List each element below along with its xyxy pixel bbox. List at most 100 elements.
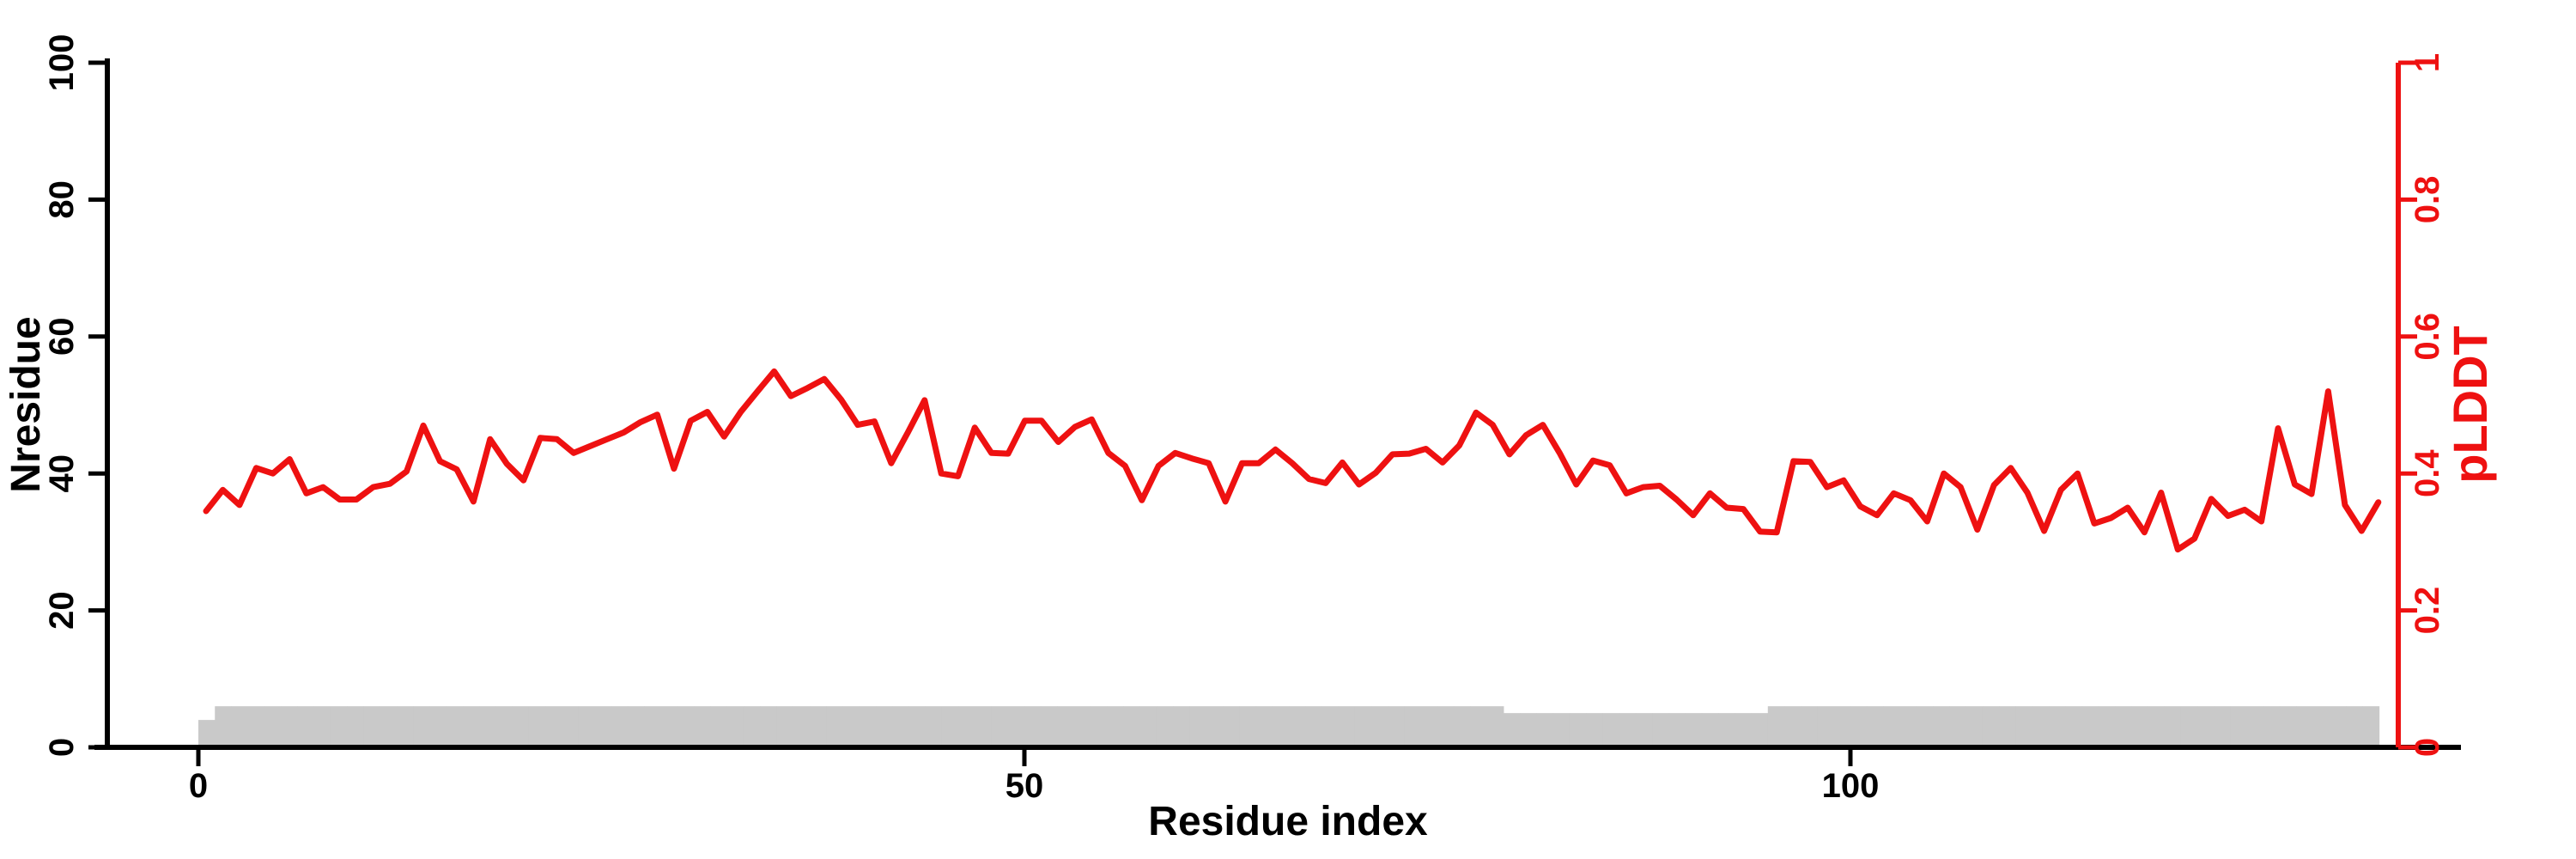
nresidue-bar xyxy=(2280,706,2297,747)
nresidue-bar xyxy=(2346,706,2363,747)
plddt-polyline xyxy=(203,368,2382,553)
nresidue-bar xyxy=(975,706,993,747)
nresidue-bar xyxy=(1635,713,1653,747)
nresidue-bar xyxy=(347,706,364,747)
nresidue-bar xyxy=(793,706,811,747)
nresidue-bar xyxy=(1867,706,1884,747)
nresidue-bar xyxy=(380,706,398,747)
nresidue-bar xyxy=(644,706,662,747)
nresidue-bar xyxy=(1057,706,1075,747)
nresidue-bar xyxy=(1041,706,1058,747)
nresidue-bar xyxy=(1899,706,1917,747)
nresidue-bar xyxy=(1883,706,1901,747)
nresidue-bar xyxy=(2362,706,2380,747)
nresidue-bar xyxy=(2131,706,2148,747)
nresidue-bar xyxy=(2048,706,2066,747)
nresidue-bar xyxy=(2296,706,2314,747)
nresidue-bar xyxy=(1388,706,1406,747)
nresidue-bar xyxy=(776,706,794,747)
nresidue-bars xyxy=(198,706,2380,747)
nresidue-bar xyxy=(908,706,927,747)
nresidue-bar xyxy=(363,706,381,747)
nresidue-bar xyxy=(2329,706,2347,747)
left-tick-label: 60 xyxy=(43,318,81,356)
nresidue-bar xyxy=(1454,706,1471,747)
nresidue-bar xyxy=(413,706,430,747)
nresidue-bar xyxy=(875,706,893,747)
nresidue-bar xyxy=(578,706,596,747)
nresidue-bar xyxy=(1090,706,1108,747)
nresidue-bar xyxy=(1933,706,1950,747)
nresidue-bar xyxy=(2180,706,2198,747)
right-tick-label: 1 xyxy=(2409,53,2446,72)
nresidue-bar xyxy=(1801,706,1819,747)
right-tick-label: 0.4 xyxy=(2409,449,2446,497)
nresidue-bar xyxy=(859,706,877,747)
nresidue-bar xyxy=(941,706,959,747)
right-tick-label: 0.6 xyxy=(2409,313,2446,361)
nresidue-bar xyxy=(2114,706,2132,747)
nresidue-bar xyxy=(1123,706,1141,747)
nresidue-bar xyxy=(264,706,282,747)
nresidue-bar xyxy=(1272,706,1290,747)
nresidue-bar xyxy=(1949,706,1967,747)
nresidue-bar xyxy=(958,706,975,747)
nresidue-bar xyxy=(1751,713,1769,747)
nresidue-bar xyxy=(1206,706,1224,747)
nresidue-bar xyxy=(545,706,562,747)
nresidue-bar xyxy=(1833,706,1851,747)
nresidue-bar xyxy=(842,706,860,747)
nresidue-bar xyxy=(726,706,744,747)
nresidue-bar xyxy=(198,720,216,747)
nresidue-bar xyxy=(1503,713,1521,747)
nresidue-bar xyxy=(594,706,612,747)
x-tick-label: 0 xyxy=(189,767,208,805)
nresidue-bar xyxy=(1024,706,1042,747)
nresidue-bar xyxy=(710,706,728,747)
nresidue-bar xyxy=(1652,713,1669,747)
nresidue-bar xyxy=(1486,706,1504,747)
plddt-line xyxy=(203,368,2382,553)
nresidue-bar xyxy=(247,706,265,747)
left-tick-label: 100 xyxy=(43,34,81,92)
nresidue-bar xyxy=(1850,706,1868,747)
nresidue-bar xyxy=(528,706,546,747)
nresidue-bar xyxy=(1321,706,1340,747)
nresidue-bar xyxy=(297,706,315,747)
right-tick-label: 0.2 xyxy=(2409,587,2446,635)
nresidue-bar xyxy=(2214,706,2232,747)
nresidue-bar xyxy=(925,706,943,747)
nresidue-bar xyxy=(1371,706,1388,747)
nresidue-bar xyxy=(1107,706,1124,747)
left-tick-label: 0 xyxy=(43,738,81,757)
nresidue-bar xyxy=(2148,706,2166,747)
nresidue-bar xyxy=(892,706,909,747)
nresidue-bar xyxy=(1735,713,1753,747)
nresidue-bar xyxy=(628,706,645,747)
nresidue-bar xyxy=(1470,706,1488,747)
nresidue-bar xyxy=(429,706,447,747)
nresidue-bar xyxy=(1007,706,1025,747)
nresidue-bar xyxy=(1586,713,1603,747)
nresidue-bar xyxy=(2312,706,2330,747)
nresidue-bar xyxy=(512,706,530,747)
nresidue-bar xyxy=(1520,713,1537,747)
nresidue-bar xyxy=(1073,706,1091,747)
nresidue-bar xyxy=(2081,706,2099,747)
nresidue-bar xyxy=(1173,706,1190,747)
nresidue-bar xyxy=(330,706,348,747)
nresidue-bar xyxy=(2230,706,2248,747)
nresidue-bar xyxy=(809,706,827,747)
nresidue-bar xyxy=(479,706,496,747)
nresidue-bar xyxy=(1288,706,1306,747)
nresidue-bar xyxy=(694,706,711,747)
nresidue-bar xyxy=(1536,713,1554,747)
nresidue-bar xyxy=(1189,706,1207,747)
nresidue-bar xyxy=(1404,706,1422,747)
nresidue-bar xyxy=(1437,706,1455,747)
nresidue-bar xyxy=(1619,713,1637,747)
x-tick-label: 100 xyxy=(1822,767,1880,805)
nresidue-bar xyxy=(2032,706,2050,747)
